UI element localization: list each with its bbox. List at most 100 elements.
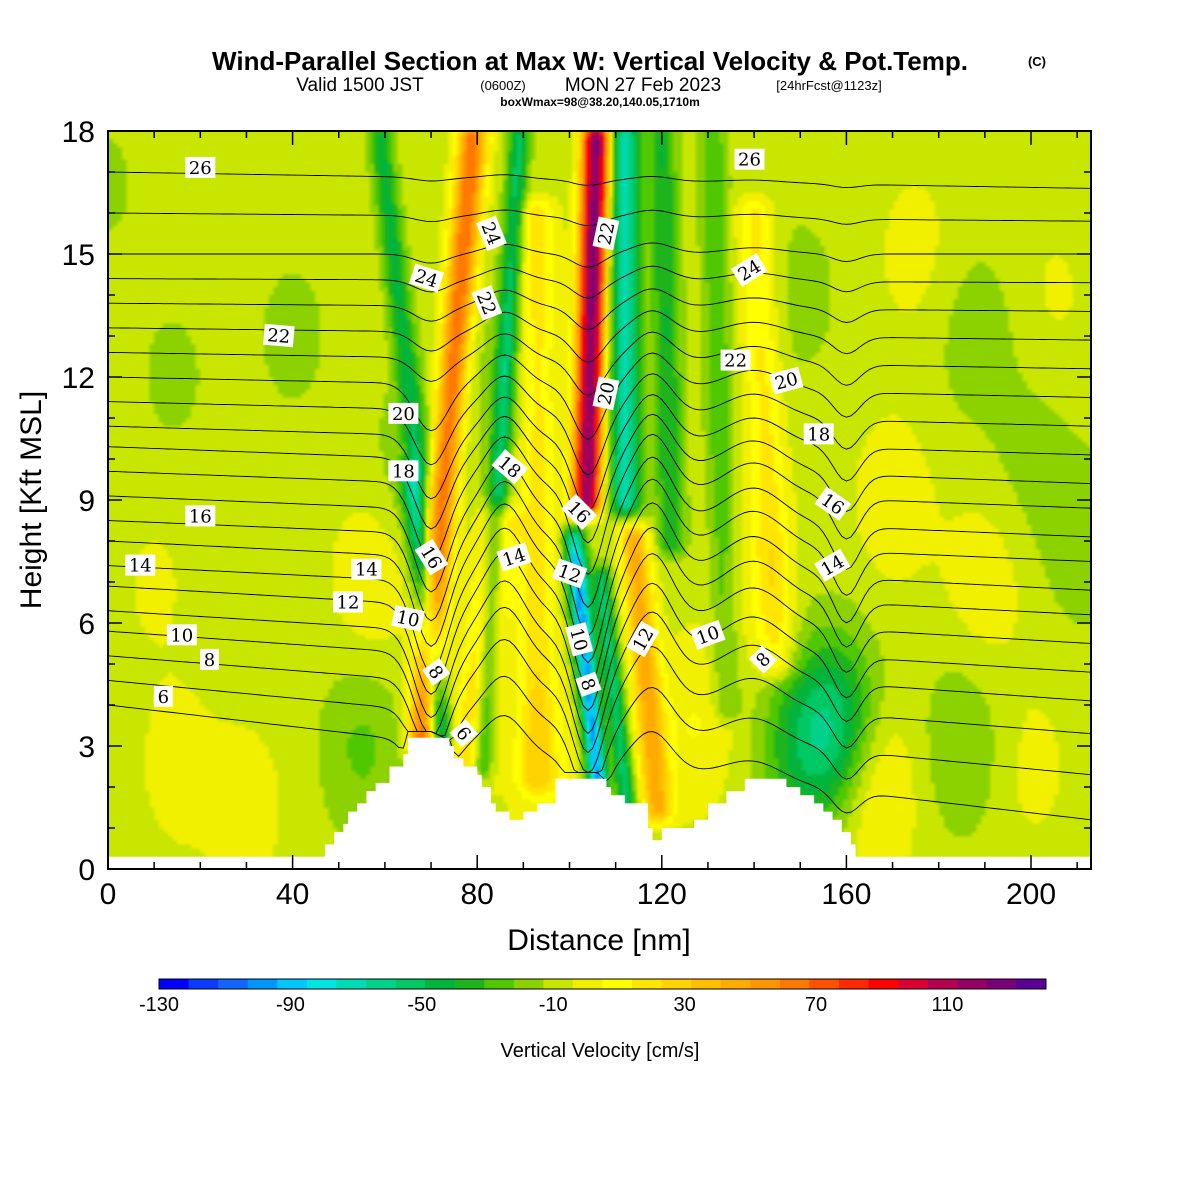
contour-label-text: 14	[129, 556, 152, 577]
x-axis: 0 40 80 120 160 200	[100, 131, 1078, 911]
contour-label: 14	[496, 542, 532, 572]
contour-label-text: 20	[594, 380, 619, 407]
theta-contour-19	[108, 373, 1091, 476]
x-tick-label: 120	[637, 878, 687, 911]
contour-label-box	[200, 648, 219, 670]
contour-label: 22	[720, 349, 751, 372]
colorbar-ticks: -130 -90 -50 -10 30 70 110	[139, 994, 963, 1016]
contour-label-box	[734, 148, 765, 170]
contour-label-text: 14	[355, 560, 378, 581]
colorbar-frame	[158, 978, 1047, 990]
potential-temperature-contours	[108, 171, 1091, 821]
colorbar-swatch	[1016, 979, 1047, 989]
theta-contour-11	[108, 552, 1091, 712]
theta-contour-24	[108, 265, 1091, 299]
contour-label-box	[496, 542, 532, 572]
contour-label: 10	[391, 605, 425, 632]
contour-label-box	[769, 366, 804, 395]
colorbar-swatch	[572, 979, 603, 989]
colorbar-swatch	[839, 979, 870, 989]
theta-contour-17	[108, 413, 1091, 544]
colorbar-swatch	[632, 979, 663, 989]
colorbar-swatch	[602, 979, 633, 989]
contour-label-text: 12	[337, 593, 360, 614]
theta-contour-7	[108, 675, 1091, 780]
x-tick-label: 80	[461, 878, 494, 911]
contour-label: 12	[333, 591, 363, 614]
contour-label: 10	[166, 624, 197, 646]
colorbar-tick-label: -10	[539, 994, 568, 1016]
colorbar-swatch	[868, 979, 899, 989]
y-tick-label: 18	[62, 116, 95, 149]
colorbar-swatch	[188, 979, 219, 989]
contour-label-box	[351, 558, 382, 580]
contour-label-box	[720, 349, 751, 371]
colorbar-swatch	[277, 979, 308, 989]
contour-label-text: 26	[738, 150, 761, 171]
colorbar-tick-label: -90	[276, 994, 305, 1016]
y-tick-label: 6	[78, 608, 95, 641]
contour-label-box	[333, 591, 363, 613]
theta-contour-23	[108, 288, 1091, 331]
contour-label-text: 10	[395, 607, 422, 632]
y-tick-label: 9	[78, 485, 95, 518]
y-axis-label: Height [Kft MSL]	[15, 391, 48, 609]
colorbar-tick-label: 70	[805, 994, 827, 1016]
contour-label-box	[262, 323, 295, 348]
colorbar-tick-label: 30	[673, 994, 695, 1016]
colorbar-swatch	[898, 979, 929, 989]
theta-contour-16	[108, 433, 1091, 576]
theta-contour-12	[108, 526, 1091, 689]
contour-label-box	[409, 263, 445, 293]
theta-contour-9	[108, 606, 1091, 754]
x-tick-label: 200	[1006, 878, 1056, 911]
contour-label-text: 22	[594, 220, 619, 247]
contour-label-text: 10	[170, 625, 193, 646]
contour-label-box	[449, 719, 478, 748]
colorbar-swatch	[336, 979, 367, 989]
colorbar-swatch	[454, 979, 485, 989]
contour-label-box	[471, 285, 503, 321]
x-axis-label: Distance [nm]	[507, 924, 690, 957]
colorbar-swatch	[159, 979, 190, 989]
contour-label-box	[748, 645, 778, 674]
contour-label: 6	[153, 685, 173, 708]
theta-contour-6	[108, 704, 1091, 821]
colorbar-swatch	[247, 979, 278, 989]
contour-label-box	[422, 658, 451, 686]
colorbar-swatch	[513, 979, 544, 989]
contour-label-box	[575, 671, 602, 697]
y-tick-label: 12	[62, 362, 95, 395]
contour-label: 8	[748, 645, 778, 674]
theta-contour-15	[108, 456, 1091, 608]
contour-label-box	[690, 619, 726, 650]
colorbar-swatch	[809, 979, 840, 989]
theta-contour-27	[108, 171, 1091, 189]
contour-label-box	[391, 605, 425, 632]
contour-label: 14	[351, 558, 382, 581]
contour-label-box	[814, 486, 852, 521]
contour-label-box	[561, 493, 598, 530]
contour-label-box	[125, 554, 156, 576]
colorbar-swatch	[218, 979, 249, 989]
contour-label: 26	[734, 148, 765, 171]
colorbar-swatch	[661, 979, 692, 989]
contour-label-text: 18	[807, 424, 830, 445]
forecast-label: [24hrFcst@1123z]	[776, 78, 881, 93]
colorbar-swatch	[425, 979, 456, 989]
valid-time-line: Valid 1500 JST (0600Z) MON 27 Feb 2023 […	[296, 75, 881, 96]
contour-label-text: 26	[189, 158, 212, 179]
contour-label: 18	[388, 460, 419, 482]
contour-label-box	[814, 548, 851, 582]
colorbar-tick-label: -130	[139, 994, 179, 1016]
theta-contour-10	[108, 580, 1091, 735]
contour-label-box	[803, 423, 834, 445]
y-tick-label: 0	[78, 854, 95, 887]
contour-label-box	[476, 215, 507, 252]
contour-label-text: 22	[266, 325, 291, 348]
theta-contour-14	[108, 478, 1091, 637]
colorbar-swatch	[691, 979, 722, 989]
contour-label-box	[388, 402, 419, 424]
chart-title: Wind-Parallel Section at Max W: Vertical…	[212, 46, 968, 76]
